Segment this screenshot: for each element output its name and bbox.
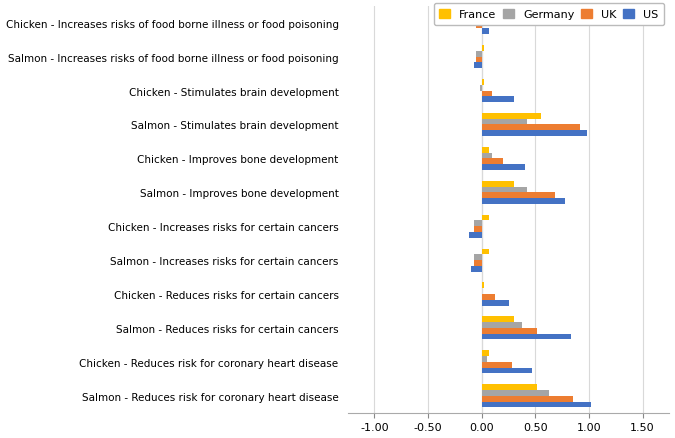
- Bar: [482, 368, 532, 374]
- Bar: [474, 261, 482, 266]
- Bar: [482, 159, 503, 165]
- Bar: [482, 294, 495, 300]
- Bar: [482, 165, 524, 170]
- Bar: [482, 92, 493, 97]
- Bar: [471, 266, 482, 272]
- Bar: [482, 46, 484, 52]
- Bar: [477, 24, 482, 29]
- Bar: [482, 390, 549, 396]
- Bar: [482, 328, 537, 334]
- Bar: [482, 396, 573, 402]
- Bar: [482, 181, 514, 187]
- Bar: [482, 322, 522, 328]
- Bar: [482, 350, 489, 356]
- Bar: [477, 57, 482, 63]
- Bar: [482, 356, 487, 362]
- Bar: [482, 29, 489, 35]
- Bar: [479, 18, 482, 24]
- Bar: [477, 52, 482, 57]
- Bar: [482, 283, 484, 289]
- Bar: [474, 255, 482, 261]
- Bar: [482, 198, 566, 205]
- Bar: [482, 385, 537, 390]
- Bar: [482, 153, 493, 159]
- Bar: [474, 227, 482, 233]
- Bar: [482, 12, 493, 18]
- Bar: [482, 187, 526, 193]
- Bar: [474, 63, 482, 69]
- Bar: [482, 97, 514, 103]
- Bar: [482, 120, 526, 125]
- Bar: [482, 334, 571, 340]
- Bar: [479, 85, 482, 92]
- Bar: [482, 317, 514, 322]
- Bar: [482, 402, 591, 407]
- Bar: [469, 233, 482, 238]
- Bar: [482, 148, 489, 153]
- Bar: [474, 221, 482, 227]
- Bar: [482, 193, 555, 198]
- Bar: [482, 362, 512, 368]
- Bar: [482, 300, 508, 306]
- Bar: [482, 80, 484, 85]
- Bar: [482, 131, 587, 137]
- Bar: [482, 215, 489, 221]
- Bar: [482, 249, 489, 255]
- Legend: France, Germany, UK, US: France, Germany, UK, US: [433, 4, 664, 26]
- Bar: [482, 125, 580, 131]
- Bar: [482, 114, 541, 120]
